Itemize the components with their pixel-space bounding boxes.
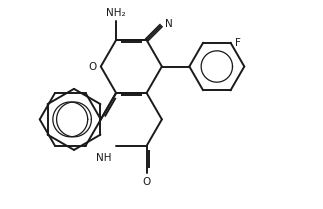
- Text: F: F: [235, 38, 241, 48]
- Text: NH: NH: [96, 153, 112, 163]
- Text: O: O: [142, 177, 151, 187]
- Text: O: O: [88, 61, 96, 71]
- Text: NH₂: NH₂: [106, 8, 126, 18]
- Text: N: N: [165, 19, 172, 29]
